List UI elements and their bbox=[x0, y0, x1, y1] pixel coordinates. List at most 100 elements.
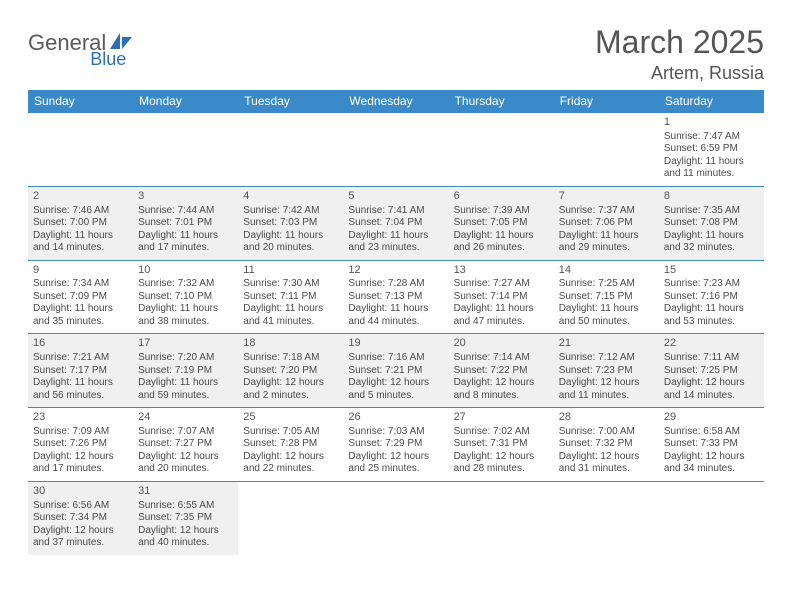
day-number: 24 bbox=[138, 411, 233, 425]
calendar-cell: 3Sunrise: 7:44 AMSunset: 7:01 PMDaylight… bbox=[133, 186, 238, 260]
calendar-cell bbox=[554, 113, 659, 187]
sunset-text: Sunset: 7:32 PM bbox=[559, 438, 654, 451]
day-header: Saturday bbox=[659, 90, 764, 113]
day1-text: Daylight: 12 hours bbox=[33, 525, 128, 538]
sunrise-text: Sunrise: 7:44 AM bbox=[138, 205, 233, 218]
sunset-text: Sunset: 7:21 PM bbox=[348, 365, 443, 378]
sunrise-text: Sunrise: 7:05 AM bbox=[243, 426, 338, 439]
calendar-cell: 22Sunrise: 7:11 AMSunset: 7:25 PMDayligh… bbox=[659, 334, 764, 408]
day-header: Wednesday bbox=[343, 90, 448, 113]
day2-text: and 56 minutes. bbox=[33, 390, 128, 403]
calendar-cell: 9Sunrise: 7:34 AMSunset: 7:09 PMDaylight… bbox=[28, 260, 133, 334]
day1-text: Daylight: 12 hours bbox=[559, 451, 654, 464]
sunset-text: Sunset: 7:05 PM bbox=[454, 217, 549, 230]
day1-text: Daylight: 11 hours bbox=[559, 303, 654, 316]
calendar-cell bbox=[28, 113, 133, 187]
calendar-cell bbox=[133, 113, 238, 187]
calendar-cell bbox=[238, 113, 343, 187]
day-number: 11 bbox=[243, 264, 338, 278]
day-header: Friday bbox=[554, 90, 659, 113]
day2-text: and 38 minutes. bbox=[138, 316, 233, 329]
day2-text: and 34 minutes. bbox=[664, 463, 759, 476]
day1-text: Daylight: 11 hours bbox=[664, 156, 759, 169]
calendar-cell: 19Sunrise: 7:16 AMSunset: 7:21 PMDayligh… bbox=[343, 334, 448, 408]
sunset-text: Sunset: 7:10 PM bbox=[138, 291, 233, 304]
calendar-cell bbox=[554, 481, 659, 554]
day-number: 2 bbox=[33, 190, 128, 204]
sunrise-text: Sunrise: 7:02 AM bbox=[454, 426, 549, 439]
sunset-text: Sunset: 7:09 PM bbox=[33, 291, 128, 304]
sunrise-text: Sunrise: 6:56 AM bbox=[33, 500, 128, 513]
calendar-cell: 4Sunrise: 7:42 AMSunset: 7:03 PMDaylight… bbox=[238, 186, 343, 260]
sunset-text: Sunset: 6:59 PM bbox=[664, 143, 759, 156]
day-number: 7 bbox=[559, 190, 654, 204]
day1-text: Daylight: 11 hours bbox=[243, 230, 338, 243]
day-number: 30 bbox=[33, 485, 128, 499]
day2-text: and 2 minutes. bbox=[243, 390, 338, 403]
day-number: 22 bbox=[664, 337, 759, 351]
calendar-row: 30Sunrise: 6:56 AMSunset: 7:34 PMDayligh… bbox=[28, 481, 764, 554]
calendar-cell: 5Sunrise: 7:41 AMSunset: 7:04 PMDaylight… bbox=[343, 186, 448, 260]
sunset-text: Sunset: 7:22 PM bbox=[454, 365, 549, 378]
day-header: Tuesday bbox=[238, 90, 343, 113]
sunrise-text: Sunrise: 7:03 AM bbox=[348, 426, 443, 439]
day2-text: and 41 minutes. bbox=[243, 316, 338, 329]
day-number: 28 bbox=[559, 411, 654, 425]
day1-text: Daylight: 12 hours bbox=[243, 451, 338, 464]
day2-text: and 40 minutes. bbox=[138, 537, 233, 550]
calendar-cell bbox=[343, 481, 448, 554]
sunset-text: Sunset: 7:23 PM bbox=[559, 365, 654, 378]
day2-text: and 22 minutes. bbox=[243, 463, 338, 476]
calendar-cell: 29Sunrise: 6:58 AMSunset: 7:33 PMDayligh… bbox=[659, 408, 764, 482]
sunset-text: Sunset: 7:01 PM bbox=[138, 217, 233, 230]
day-number: 21 bbox=[559, 337, 654, 351]
sunrise-text: Sunrise: 7:37 AM bbox=[559, 205, 654, 218]
calendar-cell: 26Sunrise: 7:03 AMSunset: 7:29 PMDayligh… bbox=[343, 408, 448, 482]
day-number: 20 bbox=[454, 337, 549, 351]
calendar-cell: 15Sunrise: 7:23 AMSunset: 7:16 PMDayligh… bbox=[659, 260, 764, 334]
day1-text: Daylight: 12 hours bbox=[348, 377, 443, 390]
day1-text: Daylight: 11 hours bbox=[138, 230, 233, 243]
calendar-cell: 21Sunrise: 7:12 AMSunset: 7:23 PMDayligh… bbox=[554, 334, 659, 408]
day-number: 23 bbox=[33, 411, 128, 425]
sunrise-text: Sunrise: 7:11 AM bbox=[664, 352, 759, 365]
calendar-cell: 17Sunrise: 7:20 AMSunset: 7:19 PMDayligh… bbox=[133, 334, 238, 408]
day2-text: and 20 minutes. bbox=[138, 463, 233, 476]
day-number: 17 bbox=[138, 337, 233, 351]
day1-text: Daylight: 12 hours bbox=[348, 451, 443, 464]
day2-text: and 59 minutes. bbox=[138, 390, 233, 403]
calendar-row: 23Sunrise: 7:09 AMSunset: 7:26 PMDayligh… bbox=[28, 408, 764, 482]
sunrise-text: Sunrise: 7:35 AM bbox=[664, 205, 759, 218]
sunrise-text: Sunrise: 7:42 AM bbox=[243, 205, 338, 218]
day2-text: and 11 minutes. bbox=[559, 390, 654, 403]
day1-text: Daylight: 11 hours bbox=[348, 230, 443, 243]
day2-text: and 14 minutes. bbox=[664, 390, 759, 403]
sunset-text: Sunset: 7:29 PM bbox=[348, 438, 443, 451]
calendar-cell: 24Sunrise: 7:07 AMSunset: 7:27 PMDayligh… bbox=[133, 408, 238, 482]
sunrise-text: Sunrise: 7:47 AM bbox=[664, 131, 759, 144]
day-number: 15 bbox=[664, 264, 759, 278]
sunset-text: Sunset: 7:25 PM bbox=[664, 365, 759, 378]
sunrise-text: Sunrise: 7:07 AM bbox=[138, 426, 233, 439]
day-number: 18 bbox=[243, 337, 338, 351]
day1-text: Daylight: 11 hours bbox=[243, 303, 338, 316]
day1-text: Daylight: 12 hours bbox=[138, 451, 233, 464]
sunset-text: Sunset: 7:20 PM bbox=[243, 365, 338, 378]
sunrise-text: Sunrise: 7:25 AM bbox=[559, 278, 654, 291]
day1-text: Daylight: 12 hours bbox=[559, 377, 654, 390]
calendar-cell: 28Sunrise: 7:00 AMSunset: 7:32 PMDayligh… bbox=[554, 408, 659, 482]
day1-text: Daylight: 12 hours bbox=[243, 377, 338, 390]
sunrise-text: Sunrise: 7:09 AM bbox=[33, 426, 128, 439]
brand-name-part2: Blue bbox=[90, 49, 126, 70]
day2-text: and 28 minutes. bbox=[454, 463, 549, 476]
day2-text: and 23 minutes. bbox=[348, 242, 443, 255]
day2-text: and 47 minutes. bbox=[454, 316, 549, 329]
day2-text: and 17 minutes. bbox=[138, 242, 233, 255]
day-number: 6 bbox=[454, 190, 549, 204]
day-number: 1 bbox=[664, 116, 759, 130]
calendar-cell: 10Sunrise: 7:32 AMSunset: 7:10 PMDayligh… bbox=[133, 260, 238, 334]
day2-text: and 29 minutes. bbox=[559, 242, 654, 255]
calendar-cell bbox=[238, 481, 343, 554]
day2-text: and 37 minutes. bbox=[33, 537, 128, 550]
day2-text: and 14 minutes. bbox=[33, 242, 128, 255]
